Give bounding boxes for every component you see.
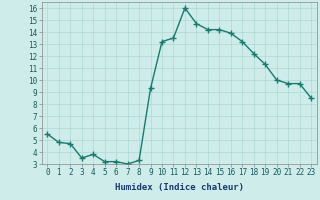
- X-axis label: Humidex (Indice chaleur): Humidex (Indice chaleur): [115, 183, 244, 192]
